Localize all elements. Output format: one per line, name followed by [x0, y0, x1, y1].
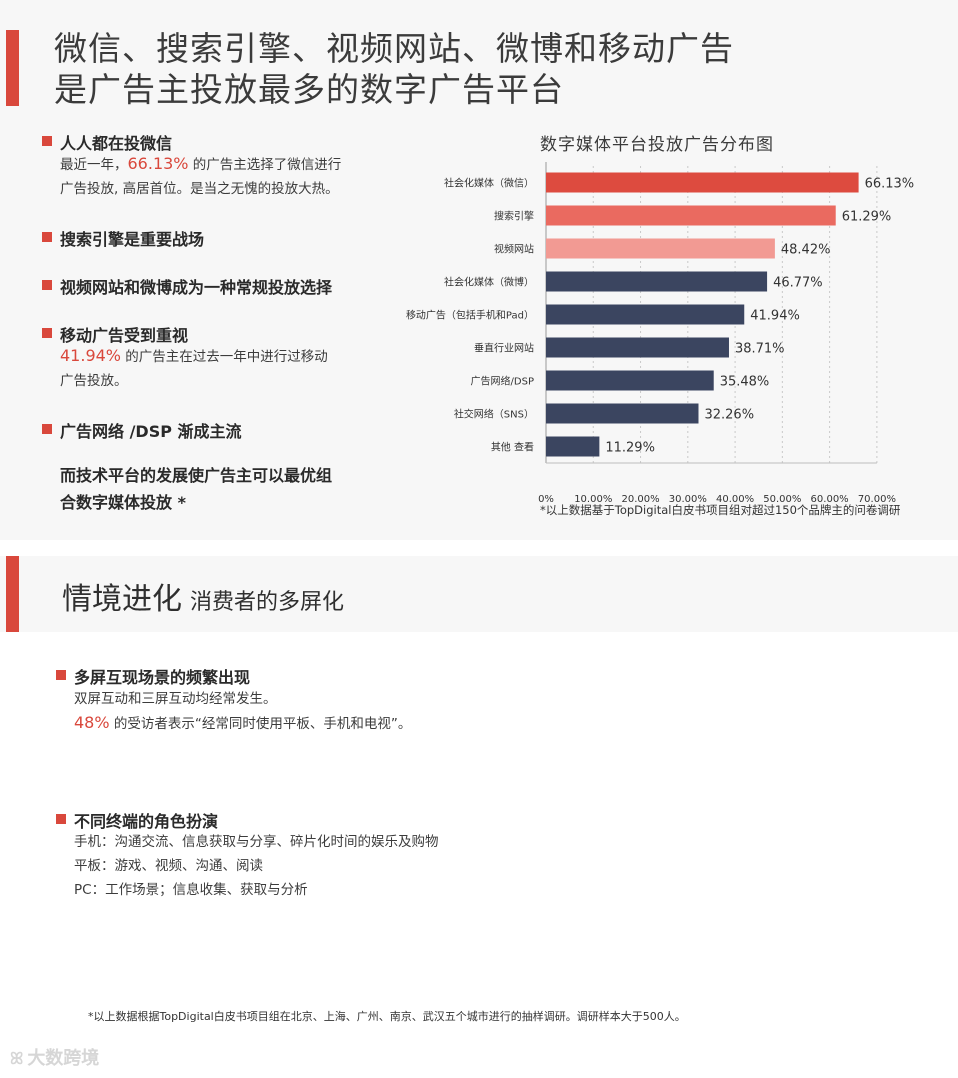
- bullet-desc-wechat-pre: 最近一年，: [60, 157, 128, 173]
- chart-x-tick-label: 20.00%: [621, 494, 659, 503]
- chart-bar: [546, 337, 729, 358]
- closing-line2: 合数字媒体投放 *: [60, 493, 186, 512]
- chart-x-tick-label: 60.00%: [811, 494, 849, 503]
- chart-value-label: 38.71%: [735, 342, 785, 357]
- chart-value-label: 61.29%: [842, 210, 892, 225]
- bullet-desc-wechat-post: 的广告主选择了微信进行: [188, 157, 342, 173]
- chart-bar: [546, 436, 600, 457]
- watermark: ꕤ 大数跨境: [10, 1044, 99, 1070]
- device-role-tablet: 平板：游戏、视频、沟通、阅读: [74, 858, 263, 874]
- closing-line1: 而技术平台的发展使广告主可以最优组: [60, 466, 333, 485]
- wechat-percentage: 66.13%: [127, 154, 189, 173]
- multiscreen-line1: 双屏互动和三屏互动均经常发生。: [74, 691, 277, 707]
- bullet-desc-mobile: 41.94% 的广告主在过去一年中进行过移动 广告投放。: [60, 344, 380, 393]
- chart-bar: [546, 238, 775, 259]
- bullet-heading-mobile: 移动广告受到重视: [42, 322, 188, 346]
- section-one-background: [0, 0, 958, 540]
- chart-category-label: 社会化媒体（微博）: [444, 276, 534, 289]
- chart-x-tick-label: 40.00%: [716, 494, 754, 503]
- section-two-header-band: [0, 556, 958, 632]
- bullet-desc-mobile-line2: 广告投放。: [60, 373, 128, 389]
- chart-x-tick-label: 70.00%: [858, 494, 896, 503]
- mobile-percentage: 41.94%: [60, 346, 122, 365]
- bullet-heading-device-roles: 不同终端的角色扮演: [56, 808, 218, 832]
- bullet-heading-wechat: 人人都在投微信: [42, 130, 172, 154]
- chart-note: *以上数据基于TopDigital白皮书项目组对超过150个品牌主的问卷调研: [540, 503, 901, 517]
- chart-value-label: 41.94%: [750, 309, 800, 324]
- chart-bar: [546, 403, 699, 424]
- chart-x-tick-label: 50.00%: [763, 494, 801, 503]
- section-two-title-sub: 消费者的多屏化: [190, 590, 345, 615]
- chart-value-label: 32.26%: [704, 408, 754, 423]
- section-two-title: 情境进化 消费者的多屏化: [62, 574, 344, 618]
- multiscreen-percentage: 48%: [74, 713, 110, 732]
- chart-value-label: 66.13%: [865, 177, 915, 192]
- chart-value-label: 35.48%: [720, 375, 770, 390]
- watermark-text: 大数跨境: [27, 1048, 100, 1069]
- bullet-desc-mobile-post: 的广告主在过去一年中进行过移动: [121, 349, 328, 365]
- bullet-heading-video-weibo: 视频网站和微博成为一种常规投放选择: [42, 274, 332, 298]
- bullet-desc-wechat: 最近一年，66.13% 的广告主选择了微信进行 广告投放, 高居首位。是当之无愧…: [60, 152, 380, 201]
- chart-value-label: 46.77%: [773, 276, 823, 291]
- chart-category-label: 搜索引擎: [494, 210, 534, 223]
- chart-bar: [546, 370, 714, 391]
- chart-x-tick-label: 0%: [538, 494, 554, 503]
- chart-bar: [546, 304, 745, 325]
- bar-chart: 社会化媒体（微信） 66.13% 搜索引擎 61.29% 视频网站 48.42% 社会化媒体…: [406, 162, 915, 503]
- chart-category-label: 社会化媒体（微信）: [444, 177, 534, 190]
- chart-title: 数字媒体平台投放广告分布图: [540, 135, 774, 155]
- section-one-title: 微信、搜索引擎、视频网站、微博和移动广告 是广告主投放最多的数字广告平台: [54, 28, 774, 110]
- chart-x-tick-label: 30.00%: [669, 494, 707, 503]
- section-one-title-line2: 是广告主投放最多的数字广告平台: [54, 70, 564, 109]
- chart-bar: [546, 172, 859, 193]
- chart-category-label: 移动广告（包括手机和Pad）: [406, 309, 534, 322]
- section-one-title-line1: 微信、搜索引擎、视频网站、微博和移动广告: [54, 29, 734, 68]
- bullet-heading-search: 搜索引擎是重要战场: [42, 226, 204, 250]
- multiscreen-line2: 48% 的受访者表示“经常同时使用平板、手机和电视”。: [74, 711, 411, 736]
- chart-bar: [546, 271, 768, 292]
- section-one-accent-bar: [6, 30, 19, 106]
- multiscreen-line2-text: 的受访者表示“经常同时使用平板、手机和电视”。: [109, 716, 412, 732]
- chart-category-label: 垂直行业网站: [474, 342, 534, 355]
- chart-category-label: 其他 查看: [491, 441, 534, 454]
- chart-value-label: 11.29%: [605, 441, 655, 456]
- device-role-phone: 手机：沟通交流、信息获取与分享、碎片化时间的娱乐及购物: [74, 834, 439, 850]
- closing-statement: 而技术平台的发展使广告主可以最优组 合数字媒体投放 *: [60, 462, 380, 516]
- section-two-title-main: 情境进化: [62, 582, 182, 617]
- chart-bar: [546, 205, 836, 226]
- chart-x-tick-label: 10.00%: [574, 494, 612, 503]
- chart-value-label: 48.42%: [781, 243, 831, 258]
- bullet-heading-multiscreen: 多屏互现场景的频繁出现: [56, 664, 250, 688]
- chart-category-label: 视频网站: [494, 243, 534, 256]
- chart-category-label: 广告网络/DSP: [471, 375, 534, 388]
- watermark-logo-icon: ꕤ: [10, 1049, 24, 1068]
- section-two-footnote: *以上数据根据TopDigital白皮书项目组在北京、上海、广州、南京、武汉五个…: [88, 1010, 686, 1023]
- device-role-pc: PC：工作场景；信息收集、获取与分析: [74, 882, 308, 898]
- section-two-accent-bar: [6, 556, 19, 632]
- bullet-desc-wechat-line2: 广告投放, 高居首位。是当之无愧的投放大热。: [60, 181, 339, 197]
- chart-category-label: 社交网络（SNS）: [454, 408, 534, 421]
- bullet-heading-dsp: 广告网络 /DSP 渐成主流: [42, 418, 242, 442]
